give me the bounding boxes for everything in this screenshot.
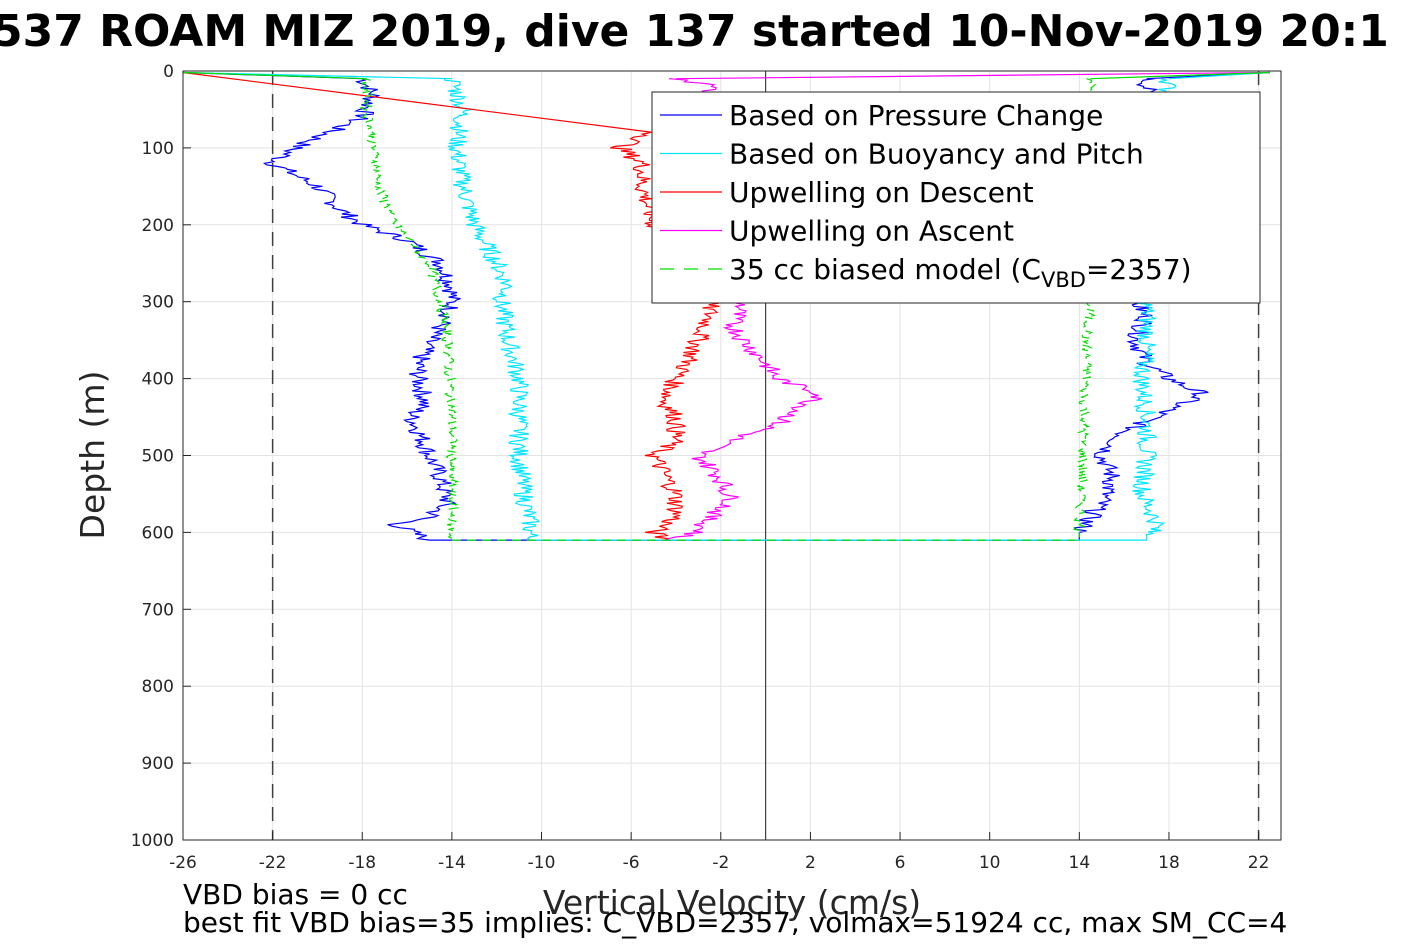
y-tick-label: 1000 [131,831,174,851]
series-line-ascent [1073,78,1099,533]
series-surface-line [182,71,654,134]
x-tick-label: -2 [712,853,729,873]
series-turn-line [451,532,1080,541]
series-line-descent [443,78,541,541]
legend-label-4: 35 cc biased model (CVBD=2357) [729,253,1192,292]
x-tick-label: -18 [348,853,376,873]
series-turn-line [429,532,1080,541]
x-tick-label: 6 [895,853,906,873]
x-tick-label: 18 [1158,853,1180,873]
y-tick-label: 0 [163,62,174,82]
legend-label-2: Upwelling on Descent [729,176,1034,209]
y-tick-label: 600 [142,523,174,543]
legend-label-3: Upwelling on Ascent [729,215,1014,248]
y-tick-label: 300 [142,293,174,313]
legend-label-1: Based on Buoyancy and Pitch [729,138,1144,171]
y-axis-label: Depth (m) [73,371,112,540]
y-tick-label: 400 [142,370,174,390]
x-axis-label: Vertical Velocity (cm/s) [543,883,921,922]
legend-label-0: Based on Pressure Change [729,99,1103,132]
x-tick-label: -14 [438,853,466,873]
y-tick-label: 900 [142,754,174,774]
legend: Based on Pressure Change Based on Buoyanc… [651,91,1261,304]
series-turn-line [530,536,1148,541]
y-tick-label: 100 [142,139,174,159]
series-4 [182,71,1270,541]
series-surface-line [1090,71,1270,80]
x-tick-label: -10 [528,853,556,873]
x-tick-label: -6 [623,853,640,873]
series-line-descent [610,131,720,541]
legend-box [651,91,1261,304]
y-tick-label: 500 [142,447,174,467]
y-tick-label: 800 [142,677,174,697]
chart-title: 537 ROAM MIZ 2019, dive 137 started 10-N… [0,6,1389,57]
series-line-descent [359,78,460,541]
series-surface-line [675,71,1270,80]
x-tick-label: 2 [805,853,816,873]
x-tick-label: 10 [979,853,1001,873]
series-2 [182,71,720,541]
footnote-best-fit: best fit VBD bias=35 implies: C_VBD=2357… [183,906,1287,939]
y-tick-label: 200 [142,216,174,236]
x-tick-label: -26 [169,853,197,873]
x-tick-label: 22 [1248,853,1270,873]
x-tick-label: -22 [259,853,287,873]
x-tick-label: 14 [1069,853,1091,873]
footnote-vbd-bias: VBD bias = 0 cc [183,878,408,911]
y-tick-label: 700 [142,600,174,620]
series-surface-line [182,71,367,80]
ticks: -26 -22 -18 -14 -10 -6 -2 2 6 10 14 18 2201002003004… [131,62,1270,873]
